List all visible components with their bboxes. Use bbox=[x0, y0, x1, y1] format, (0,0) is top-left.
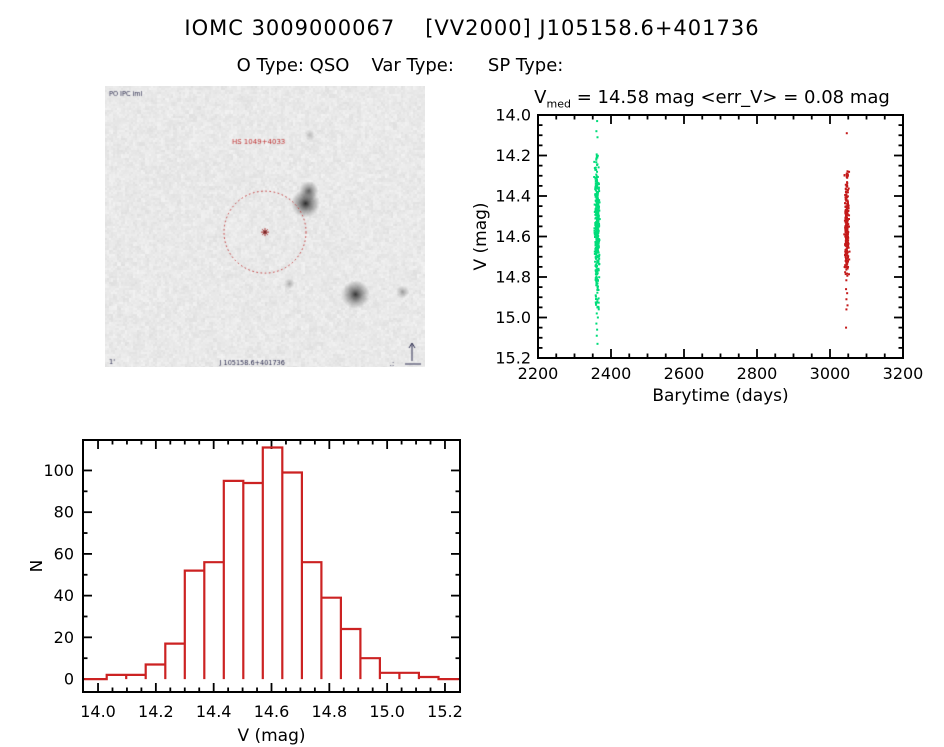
epoch-2-points bbox=[843, 132, 851, 329]
histogram-outline bbox=[84, 446, 459, 681]
svg-text:14.4: 14.4 bbox=[495, 187, 531, 206]
svg-text:2200: 2200 bbox=[518, 364, 559, 383]
vmed-subscript: med bbox=[546, 97, 571, 111]
vmed-values: = 14.58 mag <err_V> = 0.08 mag bbox=[570, 87, 890, 108]
finder-chart-image bbox=[105, 86, 425, 367]
svg-text:14.0: 14.0 bbox=[495, 106, 531, 125]
svg-text:0: 0 bbox=[64, 670, 74, 689]
x-axis-label: Barytime (days) bbox=[652, 386, 788, 406]
svg-text:14.8: 14.8 bbox=[312, 702, 348, 721]
svg-text:14.0: 14.0 bbox=[80, 702, 116, 721]
svg-text:80: 80 bbox=[54, 503, 74, 522]
svg-text:14.6: 14.6 bbox=[495, 227, 531, 246]
x-axis-label: V (mag) bbox=[237, 726, 305, 746]
page-title: IOMC 3009000067 [VV2000] J105158.6+401736 bbox=[0, 16, 944, 40]
svg-text:14.8: 14.8 bbox=[495, 268, 531, 287]
source-name: [VV2000] J105158.6+401736 bbox=[425, 16, 760, 40]
svg-text:15.0: 15.0 bbox=[495, 308, 531, 327]
svg-text:14.4: 14.4 bbox=[196, 702, 232, 721]
spectral-type: SP Type: bbox=[487, 55, 564, 76]
svg-text:14.2: 14.2 bbox=[138, 702, 174, 721]
svg-text:2400: 2400 bbox=[591, 364, 632, 383]
svg-text:40: 40 bbox=[54, 586, 74, 605]
lightcurve-title: Vmed = 14.58 mag <err_V> = 0.08 mag bbox=[480, 87, 944, 111]
svg-text:3200: 3200 bbox=[883, 364, 924, 383]
lightcurve-plot: 2200 2400 2600 2800 3000 3200 14.0 14.2 14.4 14.6… bbox=[471, 106, 924, 407]
svg-text:60: 60 bbox=[54, 544, 74, 563]
svg-text:14.6: 14.6 bbox=[254, 702, 290, 721]
epoch-1-points bbox=[593, 120, 601, 345]
svg-text:15.2: 15.2 bbox=[427, 702, 463, 721]
page-subtitle: O Type: QSO Var Type: SP Type: bbox=[128, 55, 672, 76]
svg-text:2800: 2800 bbox=[737, 364, 778, 383]
vmed-symbol: V bbox=[534, 87, 547, 108]
y-axis-label: N bbox=[30, 560, 47, 573]
svg-text:15.0: 15.0 bbox=[369, 702, 405, 721]
svg-text:20: 20 bbox=[54, 628, 74, 647]
svg-text:3000: 3000 bbox=[810, 364, 851, 383]
object-type: O Type: QSO bbox=[236, 55, 350, 76]
source-id: IOMC 3009000067 bbox=[184, 16, 396, 40]
svg-text:2600: 2600 bbox=[664, 364, 705, 383]
histogram-plot: 14.0 14.2 14.4 14.6 14.8 15.0 15.2 0 20 40 60 80 100… bbox=[30, 439, 463, 746]
variability-type: Var Type: bbox=[371, 55, 454, 76]
svg-text:14.2: 14.2 bbox=[495, 146, 531, 165]
y-axis-label: V (mag) bbox=[471, 202, 491, 270]
svg-text:15.2: 15.2 bbox=[495, 349, 531, 368]
svg-text:100: 100 bbox=[43, 461, 74, 480]
